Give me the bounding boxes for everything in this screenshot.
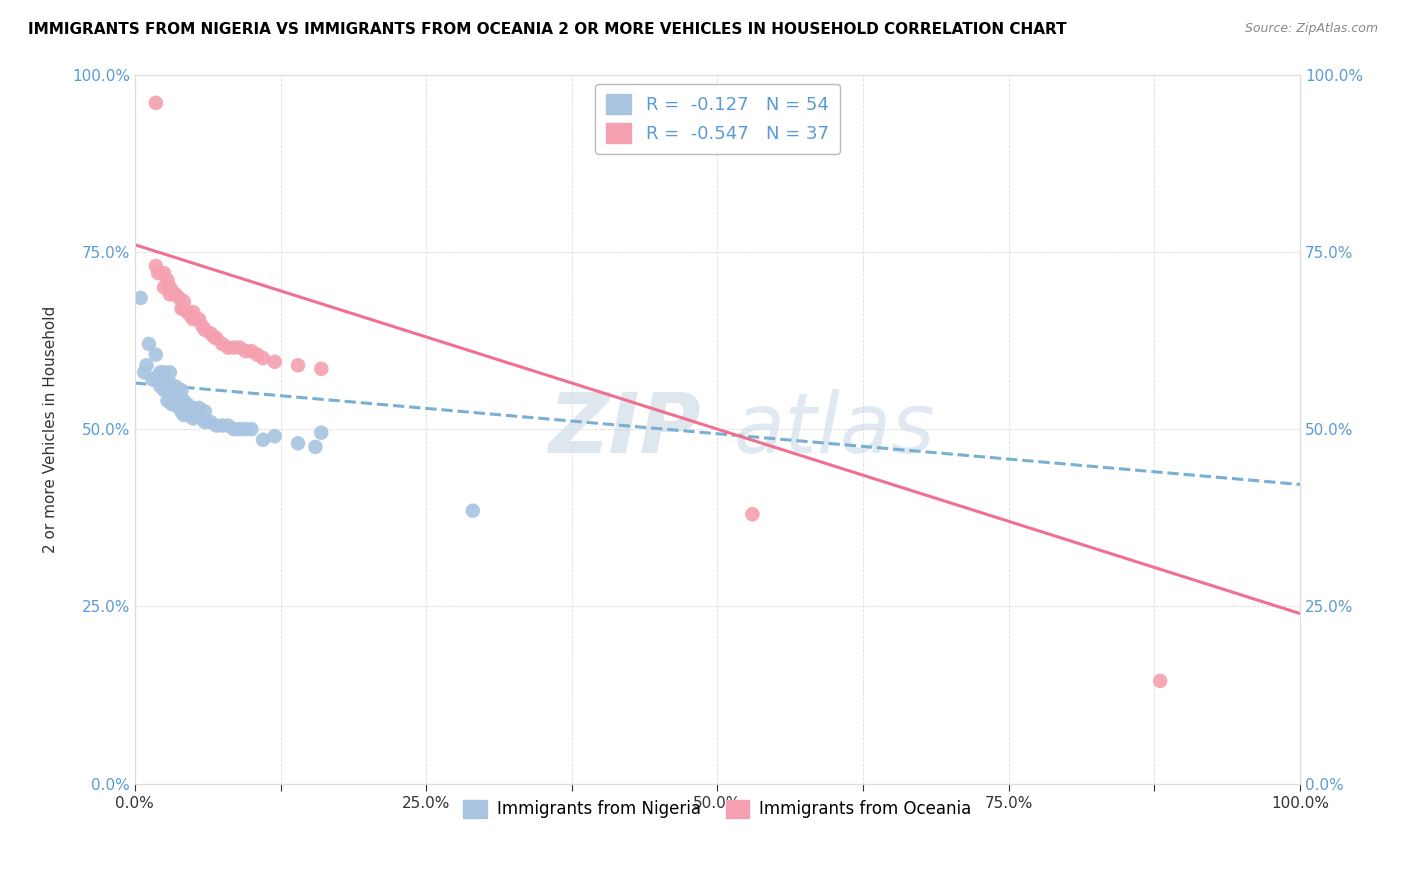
Point [134,365,156,379]
Point [173,294,195,309]
Point [159,376,181,390]
Point [181,305,204,319]
Point [153,383,176,397]
Point [188,312,211,326]
Point [180,309,202,323]
Point [153,280,176,294]
Text: Source: ZipAtlas.com: Source: ZipAtlas.com [1244,22,1378,36]
Point [304,440,326,454]
Point [173,408,195,422]
Point [311,425,333,440]
Point [194,415,217,429]
Point [184,408,207,422]
Point [153,365,176,379]
Point [160,383,183,397]
Point [252,351,274,366]
Text: atlas: atlas [733,389,935,469]
Point [181,312,204,326]
Point [240,422,263,436]
Point [135,359,157,373]
Point [156,273,179,287]
Y-axis label: 2 or more Vehicles in Household: 2 or more Vehicles in Household [44,305,58,553]
Point [211,418,233,433]
Point [165,397,187,411]
Point [129,291,152,305]
Point [217,341,239,355]
Point [180,401,202,415]
Point [156,379,179,393]
Point [170,301,193,316]
Point [167,401,190,415]
Point [173,393,195,408]
Point [153,266,176,280]
Point [165,390,187,404]
Point [160,284,183,298]
Point [263,355,285,369]
Point [202,330,225,344]
Point [170,383,193,397]
Point [200,415,222,429]
Point [176,397,198,411]
Point [311,362,333,376]
Point [146,266,169,280]
Point [141,372,163,386]
Point [145,259,167,273]
Point [160,397,183,411]
Point [229,341,252,355]
Point [240,344,263,359]
Point [146,368,169,383]
Point [211,337,233,351]
Point [159,287,181,301]
Legend: Immigrants from Nigeria, Immigrants from Oceania: Immigrants from Nigeria, Immigrants from… [457,793,979,825]
Point [165,379,187,393]
Point [181,401,204,415]
Point [200,326,222,341]
Point [167,291,190,305]
Point [194,323,217,337]
Text: ZIP: ZIP [548,389,700,469]
Point [145,95,167,110]
Point [741,507,763,521]
Point [188,408,211,422]
Point [229,422,252,436]
Point [170,393,193,408]
Point [222,341,245,355]
Text: IMMIGRANTS FROM NIGERIA VS IMMIGRANTS FROM OCEANIA 2 OR MORE VEHICLES IN HOUSEHO: IMMIGRANTS FROM NIGERIA VS IMMIGRANTS FR… [28,22,1067,37]
Point [191,411,214,425]
Point [165,287,187,301]
Point [145,348,167,362]
Point [194,404,217,418]
Point [217,418,239,433]
Point [176,305,198,319]
Point [205,418,228,433]
Point [263,429,285,443]
Point [149,365,172,379]
Point [170,404,193,418]
Point [205,331,228,345]
Point [159,280,181,294]
Point [159,365,181,379]
Point [222,422,245,436]
Point [149,379,172,393]
Point [461,504,484,518]
Point [176,408,198,422]
Point [181,411,204,425]
Point [173,301,195,316]
Point [1149,673,1171,688]
Point [287,359,309,373]
Point [159,383,181,397]
Point [156,393,179,408]
Point [246,348,269,362]
Point [252,433,274,447]
Point [188,401,211,415]
Point [167,390,190,404]
Point [191,319,214,334]
Point [235,422,257,436]
Point [180,408,202,422]
Point [235,344,257,359]
Point [287,436,309,450]
Point [138,337,160,351]
